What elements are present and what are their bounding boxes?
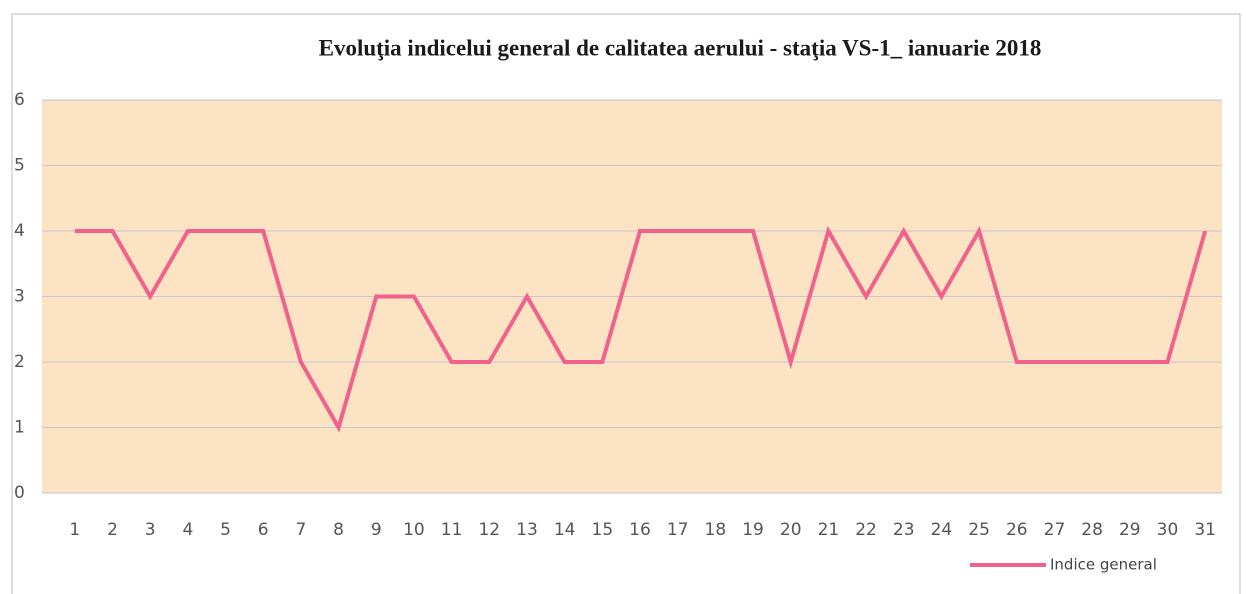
x-tick-label: 24: [931, 520, 953, 540]
y-tick-label: 1: [14, 418, 25, 438]
y-tick-label: 4: [14, 221, 25, 241]
x-tick-label: 2: [107, 520, 118, 540]
x-tick-label: 27: [1044, 520, 1066, 540]
chart-title: Evoluţia indicelui general de calitatea …: [319, 35, 1042, 60]
x-tick-label: 29: [1119, 520, 1141, 540]
x-tick-label: 16: [629, 520, 651, 540]
x-tick-label: 17: [667, 520, 689, 540]
x-tick-label: 21: [818, 520, 840, 540]
x-tick-label: 26: [1006, 520, 1028, 540]
y-tick-label: 3: [14, 287, 25, 307]
x-tick-label: 31: [1194, 520, 1216, 540]
x-tick-label: 6: [258, 520, 269, 540]
x-tick-label: 15: [592, 520, 614, 540]
y-tick-label: 2: [14, 352, 25, 372]
x-tick-label: 19: [742, 520, 764, 540]
x-tick-label: 30: [1157, 520, 1179, 540]
x-tick-label: 23: [893, 520, 915, 540]
x-tick-label: 9: [371, 520, 382, 540]
x-tick-label: 14: [554, 520, 576, 540]
x-tick-label: 10: [403, 520, 425, 540]
x-tick-label: 28: [1081, 520, 1103, 540]
x-tick-label: 7: [295, 520, 306, 540]
x-tick-label: 11: [441, 520, 463, 540]
x-tick-label: 22: [855, 520, 877, 540]
y-tick-label: 5: [14, 156, 25, 176]
legend-label: Indice general: [1050, 556, 1157, 574]
x-tick-label: 8: [333, 520, 344, 540]
x-tick-label: 13: [516, 520, 538, 540]
x-tick-label: 12: [478, 520, 500, 540]
data-line: [74, 225, 1208, 433]
y-tick-label: 6: [14, 90, 25, 110]
x-tick-label: 1: [69, 520, 80, 540]
chart-frame: [11, 13, 1241, 594]
x-tick-label: 20: [780, 520, 802, 540]
y-tick-label: 0: [14, 483, 25, 503]
x-tick-label: 3: [145, 520, 156, 540]
x-tick-label: 5: [220, 520, 231, 540]
x-tick-label: 18: [705, 520, 727, 540]
x-tick-label: 4: [182, 520, 193, 540]
x-tick-label: 25: [968, 520, 990, 540]
